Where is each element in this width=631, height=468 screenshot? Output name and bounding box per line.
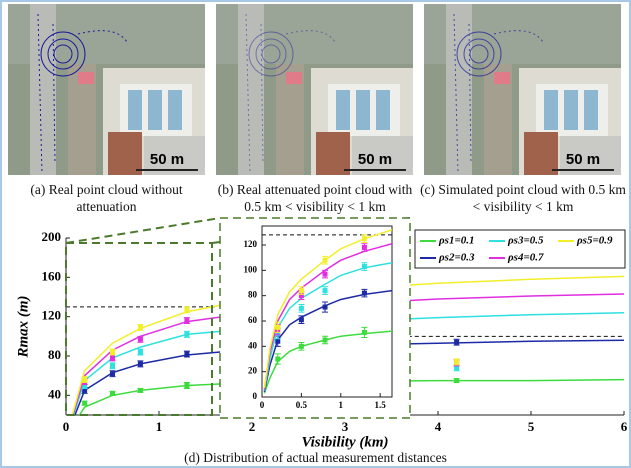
point [137,324,143,330]
point [454,365,460,371]
y-tick-label: 20 [248,366,258,376]
legend-label: ρs4=0.7 [507,252,544,264]
inset-background [219,217,411,419]
point [110,363,115,369]
point [361,290,367,296]
point [110,371,115,377]
y-tick-label: 160 [42,268,62,283]
x-tick-label: 4 [435,419,442,434]
point [110,349,115,355]
point [82,400,88,406]
x-tick-label: 5 [528,419,535,434]
point [184,307,190,313]
x-tick-label: 1 [339,400,344,410]
caption-a: (a) Real point cloud without attenuation [30,182,183,214]
x-tick-label: 0 [63,419,70,434]
x-tick-label: 1 [156,419,163,434]
legend-box [414,229,626,269]
point [184,331,190,337]
y-tick-label: 60 [248,315,258,325]
point [298,288,304,294]
x-tick-label: 1.5 [375,400,387,410]
scale-label: 50 m [358,151,392,168]
legend-label: ρs5=0.9 [576,235,613,247]
y-tick-label: 120 [244,239,258,249]
y-tick-label: 0 [253,391,258,401]
point [361,329,367,335]
zoom-line [65,217,221,244]
y-tick-label: 80 [248,290,258,300]
y-axis-label: Rmax (m) [15,295,31,358]
point [110,390,115,396]
point [361,264,367,270]
point [137,336,143,342]
plot-area [262,229,392,394]
legend-label: ρs2=0.3 [438,252,475,264]
point [137,361,143,367]
point [298,305,304,311]
scale-label: 50 m [566,151,600,168]
x-axis-label: Visibility (km) [301,434,388,450]
point [110,355,115,361]
point [322,304,328,310]
image-c: 50 m [424,4,621,175]
zoom-box [65,242,213,416]
x-tick-label: 6 [621,419,628,434]
point [82,387,88,393]
point [275,324,281,330]
x-tick-label: 2 [249,419,256,434]
image-b: 50 m [216,4,413,175]
point [82,377,88,383]
point [322,288,328,294]
point [454,378,460,384]
point [275,356,281,362]
y-tick-label: 40 [48,386,61,401]
x-tick-label: 0.5 [296,400,308,410]
point [298,317,304,323]
y-tick-label: 80 [48,347,61,362]
legend-label: ρs3=0.5 [507,235,544,247]
y-tick-label: 40 [248,340,258,350]
curve [263,229,392,389]
y-tick-label: 120 [42,308,62,323]
point [82,383,88,388]
point [361,236,367,242]
point [361,245,367,251]
point [298,293,304,299]
scale-label: 50 m [150,151,184,168]
point [454,359,460,365]
y-tick-label: 200 [42,229,62,244]
point [322,271,328,277]
point [137,349,143,355]
point [184,318,190,324]
point [184,351,190,357]
curve [74,339,624,415]
caption-c: (c) Simulated point cloud with 0.5 km < … [420,182,626,214]
point [298,343,304,349]
image-a: 50 m [8,4,205,175]
point [275,338,281,344]
point [137,387,143,393]
legend-label: ρs1=0.1 [438,235,474,247]
x-tick-label: 0 [260,400,265,410]
caption-d: (d) Distribution of actual measurement d… [184,450,447,465]
point [184,383,190,388]
point [322,257,328,263]
caption-b: (b) Real attenuated point cloud with 0.5… [217,182,413,214]
x-tick-label: 3 [342,419,349,434]
y-tick-label: 100 [244,264,258,274]
point [454,339,460,345]
point [322,337,328,343]
